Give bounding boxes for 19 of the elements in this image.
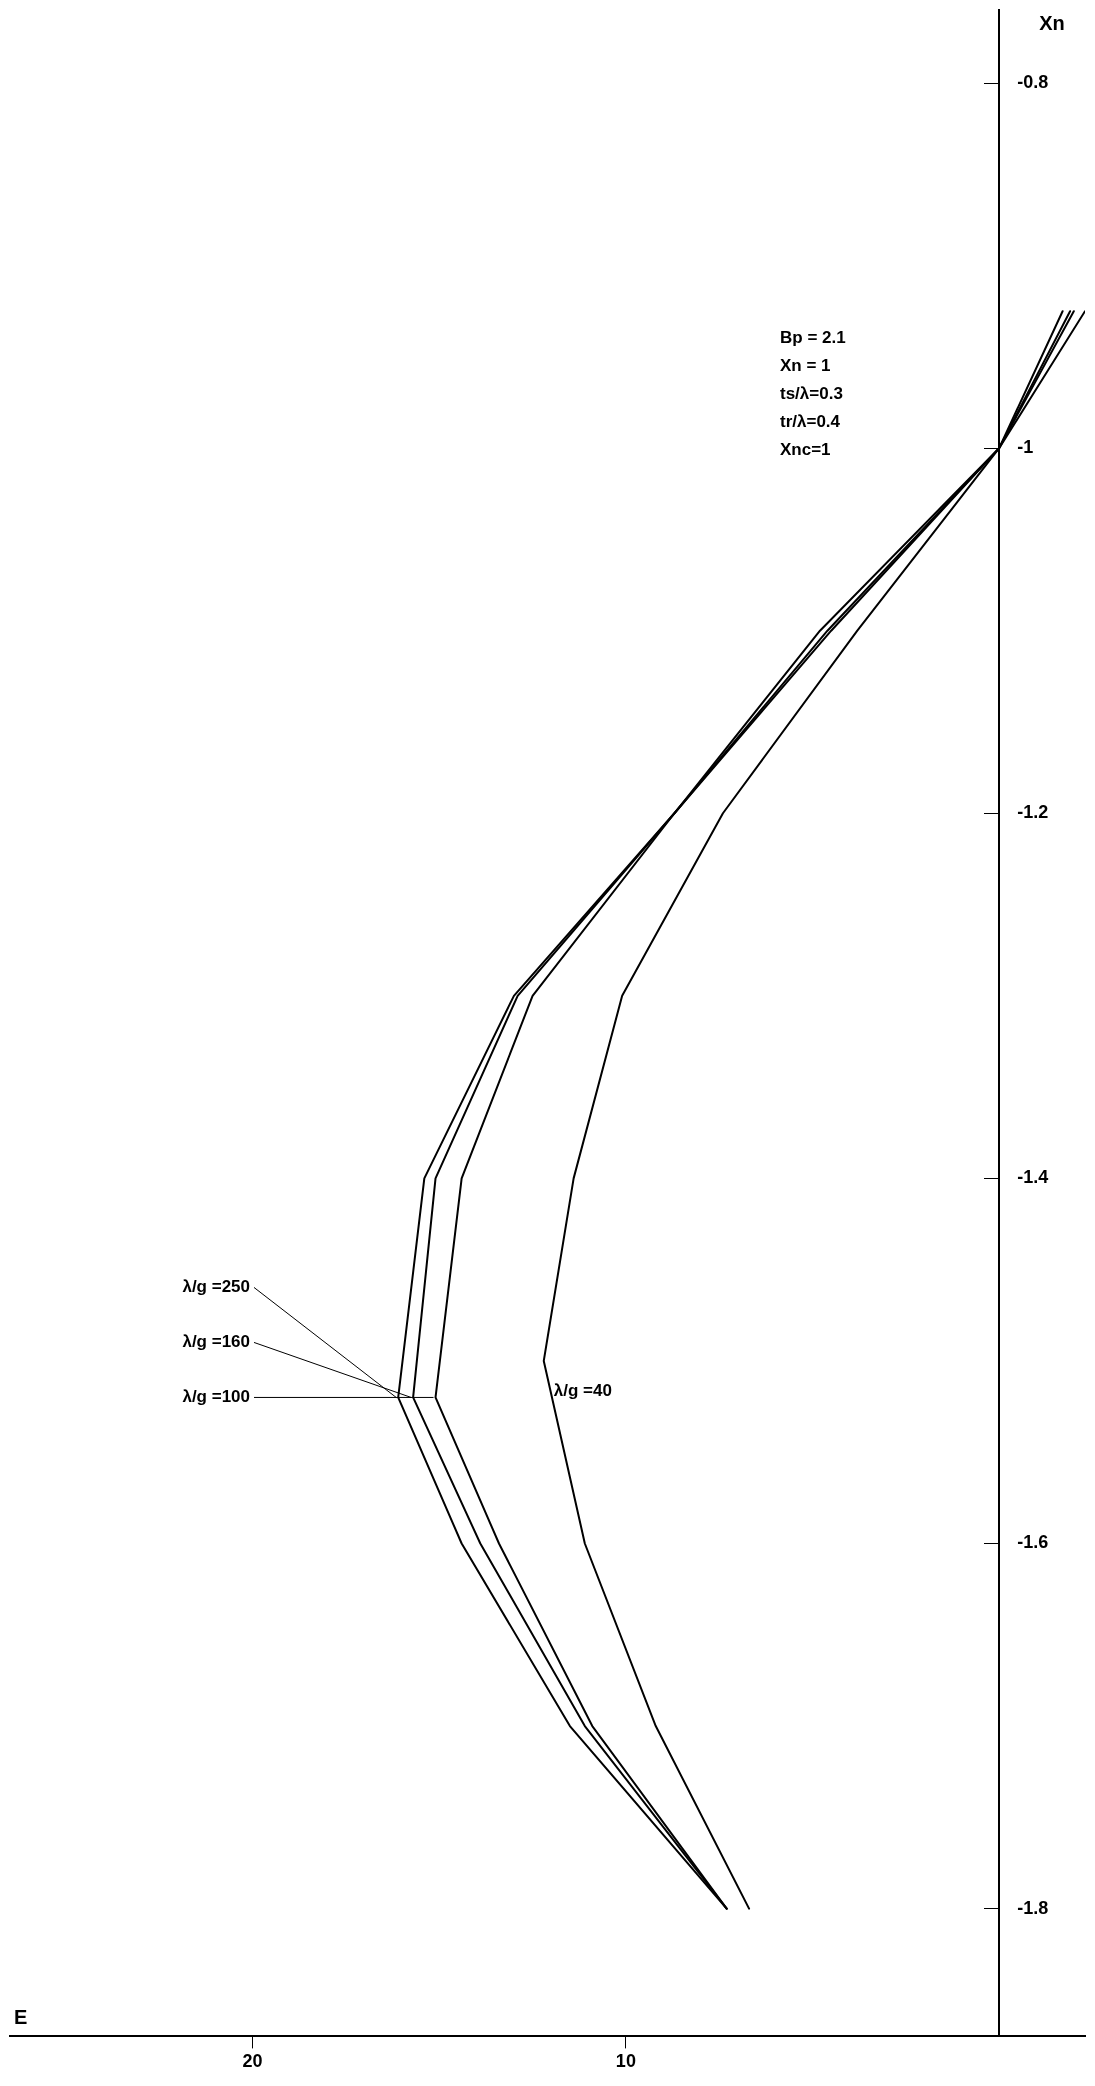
y-axis-title: Xn [1039,11,1065,34]
annotation: tr/λ=0.4 [780,412,841,432]
y-tick-label: -1 [1017,437,1034,458]
y-tick-label: -1.2 [1017,802,1049,823]
x-axis-title: E [14,2005,28,2028]
y-tick-label: -0.8 [1017,71,1049,92]
text: λ/g =250 [182,1277,250,1297]
series-label: λ/g =40 [553,1380,612,1400]
text: λ/g =160 [182,1332,250,1352]
text: λ/g =100 [182,1387,250,1407]
annotation: Xn = 1 [780,356,831,376]
y-tick-label: -1.8 [1017,1897,1049,1918]
y-tick-label: -1.6 [1017,1532,1049,1553]
x-tick-label: 10 [615,2051,636,2072]
y-tick-label: -1.4 [1017,1167,1049,1188]
annotation: ts/λ=0.3 [780,384,843,404]
annotation: Bp = 2.1 [780,328,846,348]
x-tick-label: 20 [242,2051,263,2072]
annotation: Xnc=1 [780,440,831,460]
